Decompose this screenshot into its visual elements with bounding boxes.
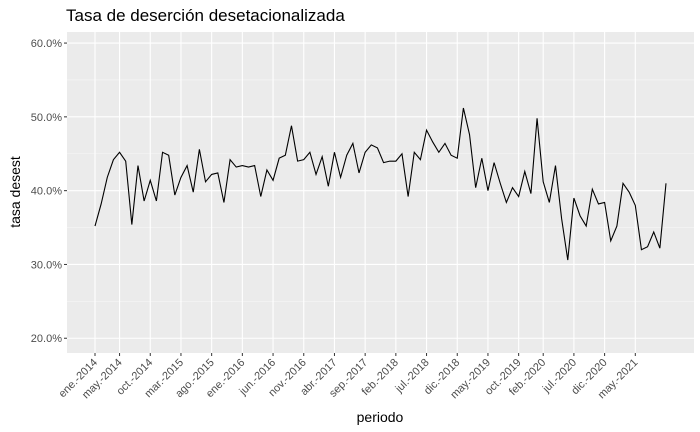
y-tick-label: 50.0% [31,112,62,124]
chart-title: Tasa de deserción desetacionalizada [66,6,345,25]
y-tick-label: 30.0% [31,259,62,271]
y-axis-label: tasa desest [7,156,23,228]
y-tick-label: 40.0% [31,186,62,198]
x-axis: ene.-2014may.-2014oct.-2014mar.-2015ago.… [57,353,640,401]
plot-panel [67,32,694,353]
y-tick-label: 60.0% [31,38,62,50]
y-tick-label: 20.0% [31,333,62,345]
series-line [94,107,667,261]
x-axis-label: periodo [357,409,404,425]
y-axis: 20.0% 30.0% 40.0% 50.0% 60.0% [31,38,67,345]
major-gridlines [67,32,694,353]
minor-gridlines [67,79,694,302]
